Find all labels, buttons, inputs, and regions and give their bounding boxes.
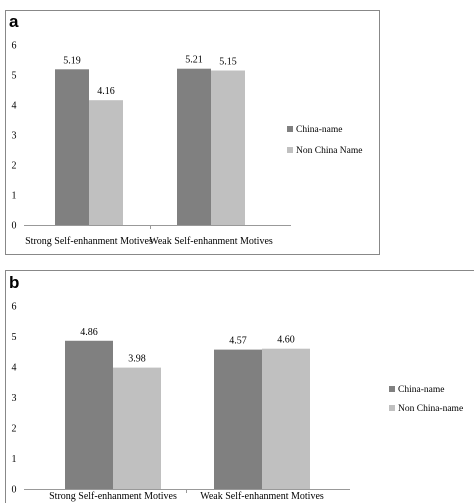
y-tick-label: 0 [12, 485, 17, 496]
y-tick-label: 4 [12, 363, 17, 374]
y-tick-label: 2 [12, 161, 17, 172]
data-label: 4.57 [229, 336, 247, 347]
legend-label: Non China Name [296, 146, 363, 156]
y-tick-label: 1 [12, 191, 17, 202]
data-label: 5.15 [219, 57, 237, 68]
y-tick-label: 6 [12, 302, 17, 313]
panel-a-letter: a [9, 12, 19, 31]
data-label: 3.98 [128, 354, 146, 365]
bar [262, 348, 310, 489]
bar [113, 367, 161, 489]
data-label: 5.19 [63, 55, 81, 66]
data-label: 4.60 [277, 335, 295, 346]
data-label: 4.86 [80, 327, 98, 338]
panel-b-letter: b [9, 273, 19, 292]
y-tick-label: 6 [12, 41, 17, 52]
bar [55, 69, 89, 225]
bar [214, 349, 262, 489]
legend-label: China-name [296, 125, 342, 135]
bar [65, 340, 113, 489]
legend-swatch [389, 386, 395, 392]
data-label: 4.16 [97, 86, 115, 97]
category-label: Strong Self-enhanment Motives [25, 236, 153, 247]
y-tick-label: 3 [12, 131, 17, 142]
category-label: Strong Self-enhanment Motives [49, 491, 177, 502]
panel-a-frame [5, 10, 380, 255]
bar [211, 70, 245, 225]
legend-swatch [287, 126, 293, 132]
y-tick-label: 3 [12, 393, 17, 404]
category-label: Weak Self-enhanment Motives [149, 236, 273, 247]
y-tick-label: 2 [12, 424, 17, 435]
legend-label: Non China-name [398, 404, 463, 414]
legend-swatch [287, 147, 293, 153]
y-tick-label: 5 [12, 71, 17, 82]
y-tick-label: 4 [12, 101, 17, 112]
legend-swatch [389, 405, 395, 411]
y-tick-label: 5 [12, 332, 17, 343]
legend-label: China-name [398, 385, 444, 395]
bar [89, 100, 123, 225]
y-tick-label: 0 [12, 221, 17, 232]
category-label: Weak Self-enhanment Motives [200, 491, 324, 502]
data-label: 5.21 [185, 55, 203, 66]
bar [177, 68, 211, 225]
y-tick-label: 1 [12, 454, 17, 465]
